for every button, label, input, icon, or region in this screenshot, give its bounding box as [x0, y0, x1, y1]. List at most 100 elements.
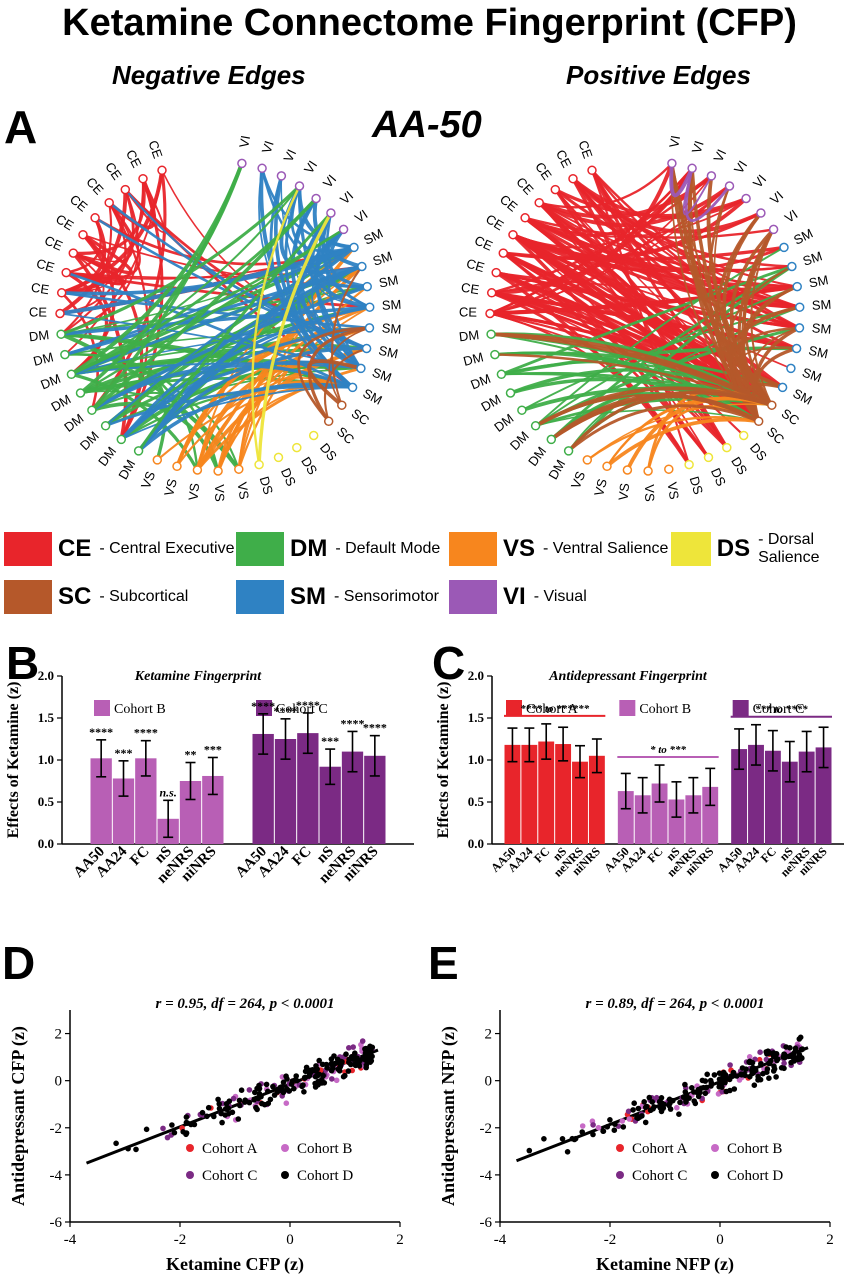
- data-point: [600, 1128, 606, 1134]
- significance-label: ****: [89, 725, 113, 739]
- data-point: [666, 1102, 672, 1109]
- data-point: [283, 1100, 290, 1106]
- node-marker: [349, 242, 359, 253]
- node-label: VS: [615, 482, 632, 501]
- y-tick-label: 0.5: [38, 794, 55, 809]
- data-point: [626, 1116, 633, 1122]
- node-marker: [100, 421, 111, 431]
- edge: [120, 360, 362, 441]
- node-label: DM: [38, 371, 62, 393]
- data-point: [774, 1057, 780, 1064]
- node-marker: [172, 461, 182, 472]
- data-point: [354, 1060, 361, 1067]
- legend-item-vs: VS - Ventral Salience: [449, 532, 668, 566]
- y-tick-label: -2: [50, 1121, 63, 1137]
- legend-swatch: [732, 700, 749, 716]
- data-point: [758, 1062, 764, 1068]
- y-tick-label: -4: [480, 1168, 493, 1184]
- node-marker: [364, 323, 375, 333]
- data-point: [526, 1147, 533, 1154]
- node-marker: [777, 382, 788, 393]
- data-point: [635, 1105, 642, 1112]
- data-point: [738, 1071, 744, 1078]
- bar: [798, 751, 815, 844]
- node-marker: [138, 173, 148, 184]
- data-point: [579, 1123, 586, 1129]
- edge: [60, 178, 145, 336]
- data-point: [328, 1056, 335, 1062]
- node-marker: [485, 308, 495, 319]
- node-marker: [768, 224, 779, 235]
- data-point: [590, 1122, 596, 1128]
- node-marker: [517, 405, 527, 415]
- node-marker: [68, 248, 79, 258]
- edge: [500, 265, 793, 376]
- y-tick-label: 1.5: [468, 710, 485, 725]
- data-point: [280, 1079, 287, 1086]
- edge: [534, 246, 785, 427]
- data-point: [670, 1097, 676, 1104]
- bar: [504, 744, 521, 844]
- data-point: [300, 1082, 306, 1088]
- data-point: [171, 1129, 178, 1136]
- data-point: [729, 1073, 736, 1079]
- data-point: [350, 1044, 357, 1050]
- legend-label: Cohort B: [727, 1141, 782, 1157]
- y-tick-label: -6: [50, 1215, 63, 1231]
- x-tick-label: FC: [758, 844, 779, 865]
- data-point: [316, 1057, 323, 1064]
- node-label: DM: [28, 327, 50, 344]
- data-point: [215, 1096, 221, 1103]
- y-tick-label: 1.0: [468, 752, 484, 767]
- data-point: [291, 1085, 297, 1092]
- data-point: [757, 1049, 763, 1055]
- x-tick-label: FC: [644, 844, 665, 865]
- edge: [290, 185, 355, 253]
- significance-label: *** to ****: [755, 704, 808, 716]
- chart-title: Antidepressant Fingerprint: [548, 669, 708, 684]
- edge: [217, 306, 371, 472]
- y-tick-label: 2.0: [38, 668, 54, 683]
- legend-label: Cohort D: [297, 1168, 353, 1184]
- edge: [58, 189, 128, 316]
- data-point: [579, 1129, 585, 1135]
- data-point: [334, 1056, 341, 1063]
- data-point: [564, 1149, 571, 1155]
- data-point: [646, 1094, 653, 1101]
- legend-code: DM: [290, 535, 328, 562]
- bar: [748, 744, 764, 844]
- node-marker: [687, 163, 697, 174]
- y-tick-label: 1.0: [38, 752, 54, 767]
- node-marker: [234, 464, 244, 474]
- node-marker: [550, 184, 561, 195]
- node-marker: [66, 369, 77, 380]
- edge: [521, 306, 800, 412]
- data-point: [657, 1104, 663, 1111]
- node-marker: [78, 229, 88, 240]
- node-label: VI: [352, 207, 371, 226]
- edge: [61, 291, 370, 330]
- node-marker: [706, 171, 717, 181]
- panel-a-letter: A: [4, 101, 38, 153]
- y-tick-label: 2.0: [468, 668, 484, 683]
- bar: [135, 758, 157, 844]
- node-marker: [756, 208, 766, 218]
- legend-swatch: [236, 580, 284, 614]
- node-marker: [357, 261, 367, 272]
- antidepressant-fingerprint-chart: 0.0 0.5 1.0 1.5 2.0 Effects of Ketamine (z) An…: [435, 668, 844, 880]
- y-tick-label: 0: [55, 1074, 63, 1090]
- data-point: [799, 1046, 806, 1052]
- node-label: VS: [642, 484, 657, 502]
- legend-swatch: [619, 700, 636, 716]
- node-label: DM: [478, 391, 503, 414]
- node-label: CE: [513, 174, 537, 198]
- edge: [105, 367, 361, 427]
- bar: [364, 755, 386, 844]
- node-marker: [294, 181, 305, 191]
- data-point: [226, 1098, 233, 1104]
- node-label: DS: [278, 466, 299, 489]
- data-point: [343, 1051, 349, 1057]
- data-point: [160, 1125, 166, 1132]
- data-point: [770, 1053, 777, 1060]
